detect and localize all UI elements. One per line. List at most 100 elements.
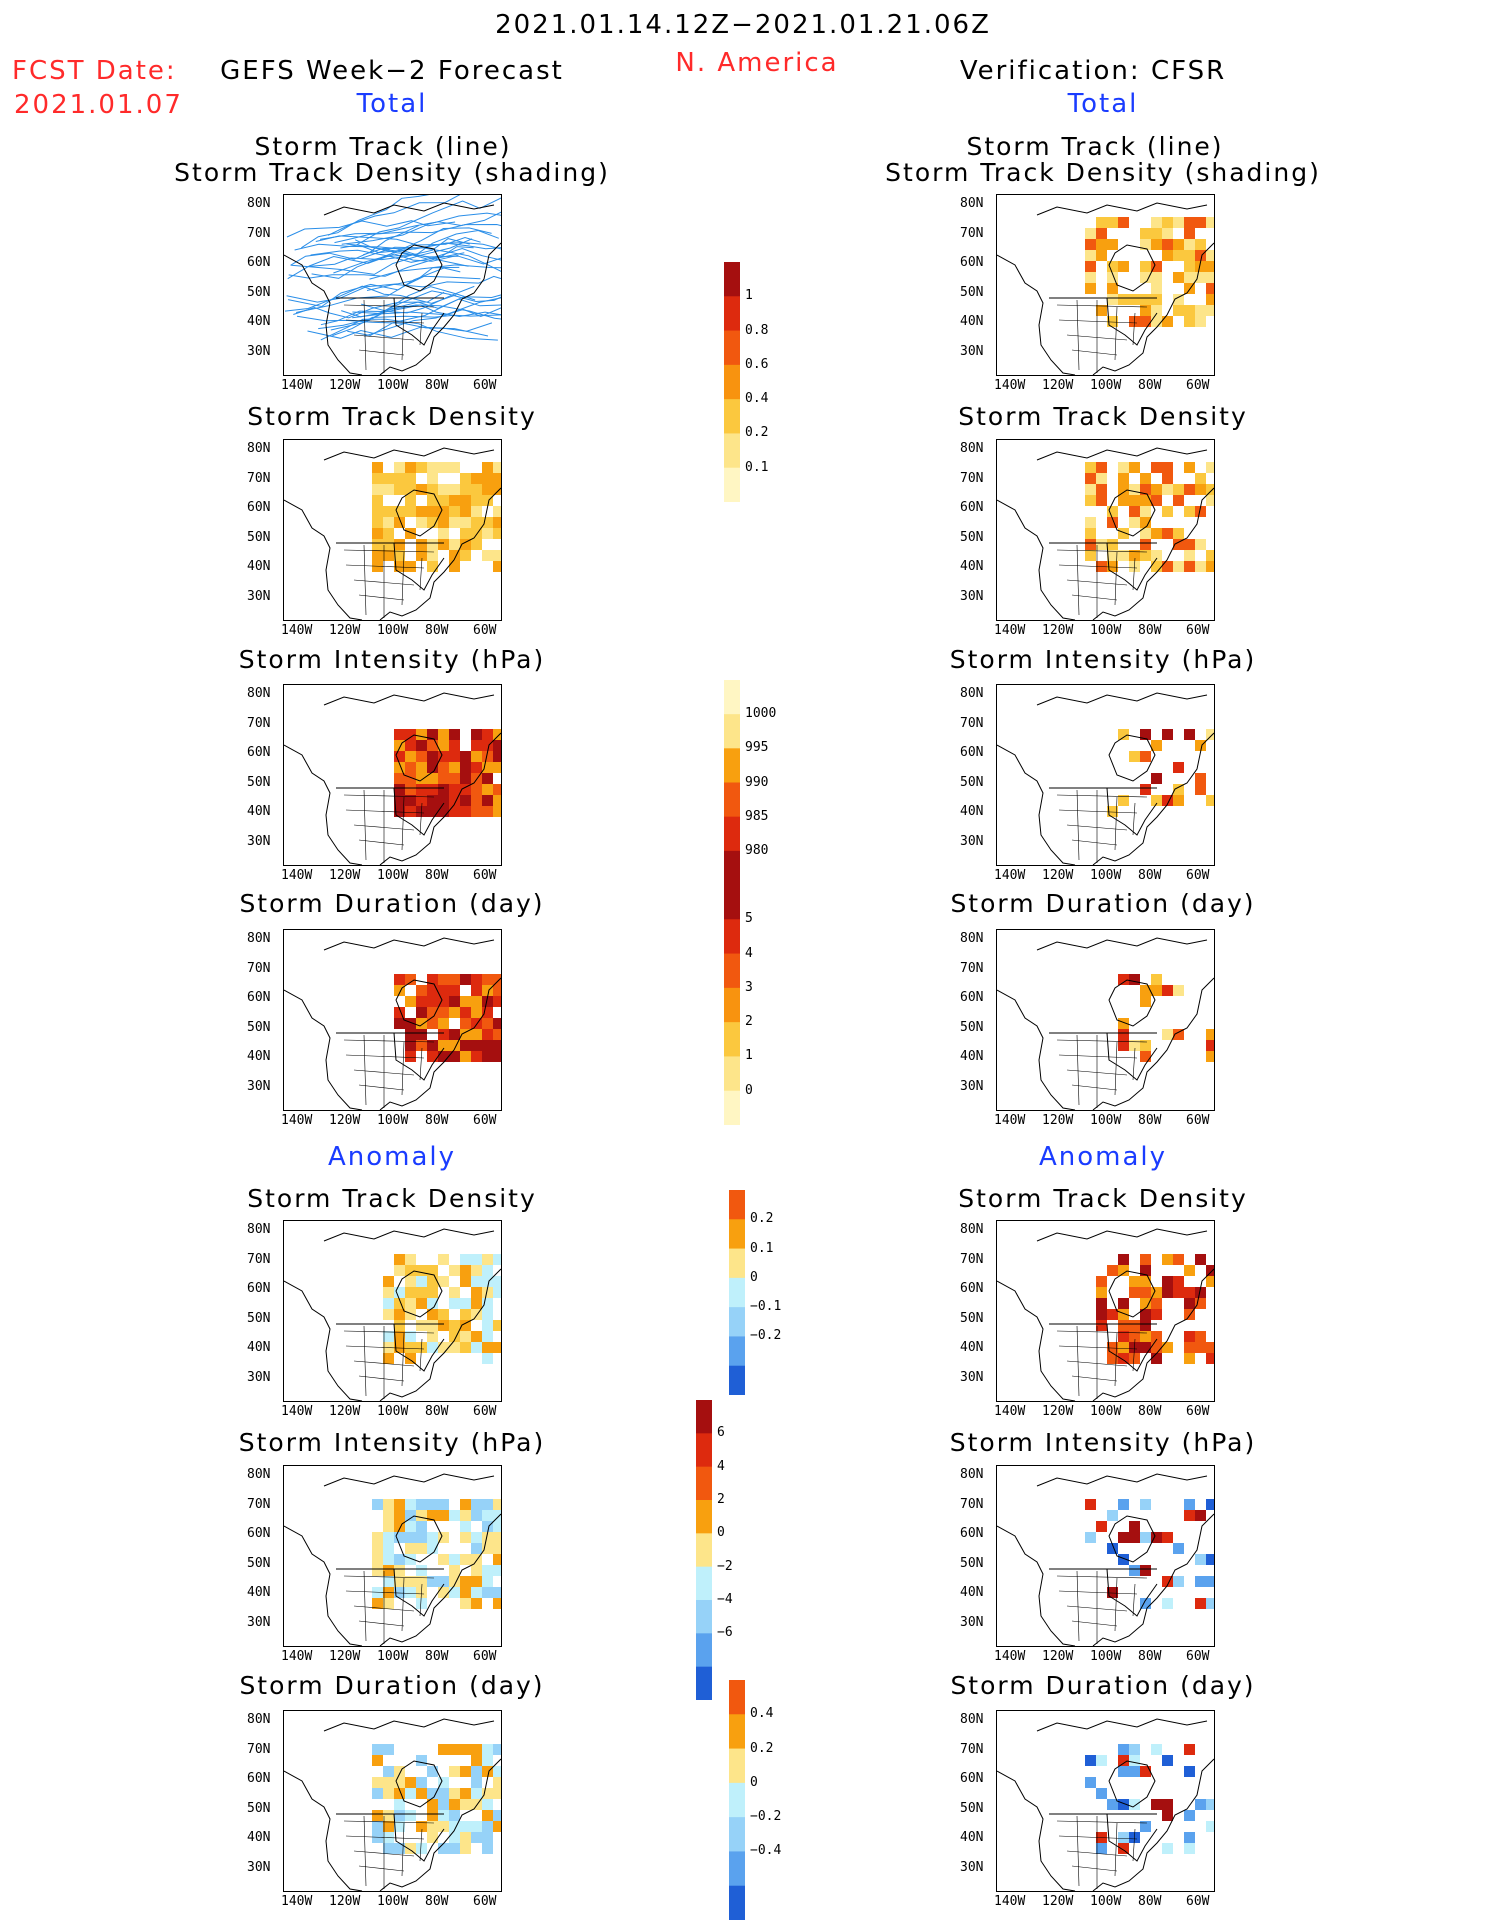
shade-cell xyxy=(405,528,416,539)
shade-cell xyxy=(1184,1499,1195,1510)
colorbar-swatch xyxy=(696,1400,712,1434)
shade-cell xyxy=(438,806,449,817)
right-density-lon-tick: 140W xyxy=(994,623,1026,638)
shade-cell xyxy=(1085,261,1096,272)
shade-cell xyxy=(1162,1755,1173,1766)
shade-cell xyxy=(1129,1766,1140,1777)
shade-cell xyxy=(1118,1018,1129,1029)
shade-cell xyxy=(427,495,438,506)
left-adur-lat-tick: 60N xyxy=(247,1771,271,1786)
shade-cell xyxy=(1085,495,1096,506)
shade-cell xyxy=(1184,316,1195,327)
right-intensity-lat-tick: 30N xyxy=(960,833,984,849)
shade-cell xyxy=(471,795,482,806)
shade-cell xyxy=(471,1309,482,1320)
shade-cell xyxy=(427,1265,438,1276)
map-outline xyxy=(343,1815,435,1889)
shade-cell xyxy=(427,1788,438,1799)
shade-cell xyxy=(1118,1843,1129,1854)
shade-cell xyxy=(449,996,460,1007)
shade-cell xyxy=(493,473,501,484)
colorbar-label: 980 xyxy=(745,842,769,858)
shade-cell xyxy=(460,751,471,762)
shade-cell xyxy=(1151,740,1162,751)
shade-cell xyxy=(1195,1598,1206,1609)
shade-cell xyxy=(1096,250,1107,261)
shade-cell xyxy=(493,1554,501,1565)
left-column-title: GEFS Week−2 Forecast xyxy=(220,56,564,86)
map-outline xyxy=(997,202,1214,375)
right-intensity-lon-tick: 120W xyxy=(1042,868,1074,883)
left-aint-map-canvas xyxy=(284,1473,501,1646)
shade-cell xyxy=(1118,473,1129,484)
colorbar-label: 1 xyxy=(745,1048,753,1064)
shade-cell xyxy=(1206,272,1214,283)
shade-cell xyxy=(1195,561,1206,572)
shade-cell xyxy=(482,1799,493,1810)
shade-cell xyxy=(1140,528,1151,539)
shade-cell xyxy=(471,1565,482,1576)
shade-cell xyxy=(427,1799,438,1810)
right-duration-lat-tick: 30N xyxy=(960,1078,984,1094)
shade-cell xyxy=(405,462,416,473)
shade-cell xyxy=(471,1766,482,1777)
right-duration-lat-tick: 60N xyxy=(960,990,984,1005)
left-duration-map xyxy=(283,929,502,1111)
shade-cell xyxy=(493,806,501,817)
shade-cell xyxy=(1195,316,1206,327)
shade-cell xyxy=(471,1298,482,1309)
shade-cell xyxy=(1195,1799,1206,1810)
shade-cell xyxy=(471,1598,482,1609)
shade-cell xyxy=(1162,1799,1173,1810)
map-outline xyxy=(336,1323,445,1372)
shade-cell xyxy=(493,795,501,806)
shade-cell xyxy=(449,729,460,740)
shade-cell xyxy=(383,1510,394,1521)
shade-cell xyxy=(1107,1265,1118,1276)
shade-cell xyxy=(427,1499,438,1510)
shade-cell xyxy=(493,1040,501,1051)
left-duration-lat-tick: 70N xyxy=(247,960,271,976)
shade-cell xyxy=(1173,484,1184,495)
shade-cell xyxy=(460,1029,471,1040)
shade-cell xyxy=(449,506,460,517)
map-outline xyxy=(1049,1568,1158,1617)
shade-cell xyxy=(1118,729,1129,740)
shade-cell xyxy=(460,1342,471,1353)
left-adens-lat-tick: 80N xyxy=(247,1222,271,1237)
period-title: 2021.01.14.12Z−2021.01.21.06Z xyxy=(495,10,991,40)
shade-cell xyxy=(1118,261,1129,272)
shade-cell xyxy=(416,1821,427,1832)
shade-cell xyxy=(460,1040,471,1051)
right-intensity-title: Storm Intensity (hPa) xyxy=(949,645,1257,674)
shade-cell xyxy=(416,1755,427,1766)
shade-cell xyxy=(1206,561,1214,572)
right-intensity-lon-tick: 100W xyxy=(1090,868,1122,883)
shade-cell xyxy=(482,1298,493,1309)
storm-track-line xyxy=(369,264,501,280)
shade-cell xyxy=(1107,517,1118,528)
left-anom-density-title: Storm Track Density xyxy=(247,1184,537,1213)
shade-cell xyxy=(1107,1353,1118,1364)
shade-cell xyxy=(482,517,493,528)
shade-cell xyxy=(1096,239,1107,250)
shade-cell xyxy=(1118,1744,1129,1755)
shade-cell xyxy=(427,1287,438,1298)
shade-cell xyxy=(449,462,460,473)
left-density-lon-tick: 60W xyxy=(473,623,497,638)
shade-cell xyxy=(427,550,438,561)
shade-cell xyxy=(416,1320,427,1331)
shade-cell xyxy=(405,1265,416,1276)
right-intensity-lat-tick: 70N xyxy=(960,715,984,731)
shade-cell xyxy=(482,528,493,539)
right-aint-lat-tick: 70N xyxy=(960,1496,984,1512)
right-duration-lat-tick: 70N xyxy=(960,960,984,976)
shade-cell xyxy=(471,1587,482,1598)
colorbar-label: −0.4 xyxy=(750,1843,782,1859)
shade-cell xyxy=(1162,1576,1173,1587)
shade-cell xyxy=(405,1521,416,1532)
shade-cell xyxy=(1162,1843,1173,1854)
shade-cell xyxy=(394,784,405,795)
map-outline xyxy=(1049,297,1158,346)
shade-cell xyxy=(372,1565,383,1576)
